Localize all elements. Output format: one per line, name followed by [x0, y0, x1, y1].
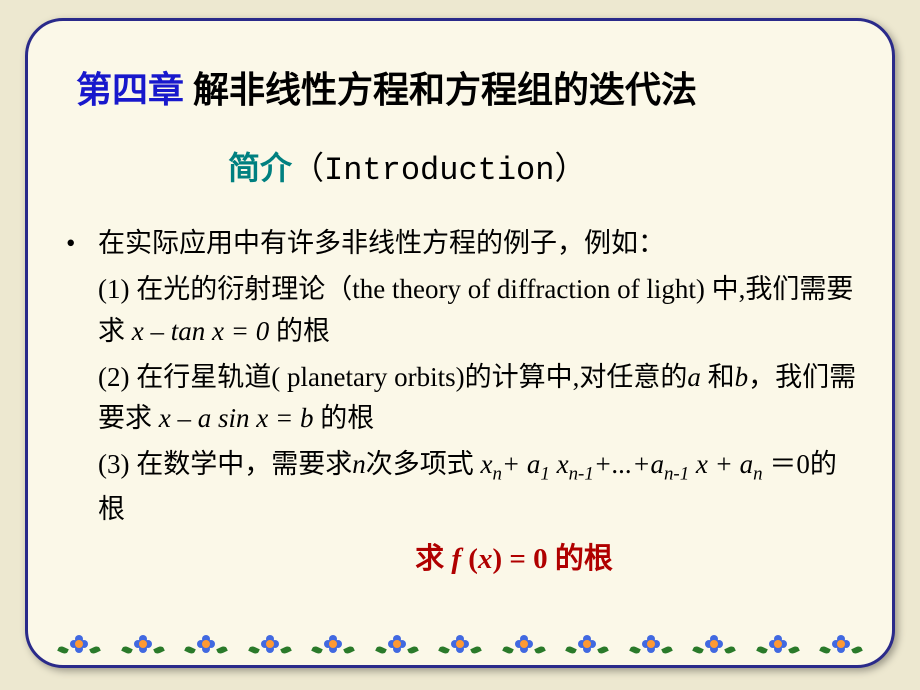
- leaf-icon: [216, 645, 228, 655]
- leaf-icon: [248, 645, 260, 655]
- leaf-icon: [629, 645, 641, 655]
- leaf-icon: [756, 645, 768, 655]
- flower-icon: [261, 635, 279, 653]
- flower-border: [58, 625, 862, 653]
- subtitle: 简介（Introduction）: [148, 143, 862, 189]
- leaf-icon: [470, 645, 482, 655]
- leaf-icon: [311, 645, 323, 655]
- page-title: 第四章 解非线性方程和方程组的迭代法: [58, 61, 862, 113]
- leaf-icon: [788, 645, 800, 655]
- bullet-marker: •: [66, 223, 98, 265]
- item-mid: 次多项式: [366, 449, 481, 479]
- list-item: (3) 在数学中，需要求n次多项式 xn+ a1 xn-1+...+an-1 x…: [66, 444, 862, 531]
- math-var: n: [352, 449, 366, 479]
- flower-unit: [376, 635, 418, 653]
- flower-unit: [122, 635, 164, 653]
- leaf-icon: [819, 645, 831, 655]
- flower-icon: [388, 635, 406, 653]
- leaf-icon: [724, 645, 736, 655]
- flower-unit: [439, 635, 481, 653]
- list-item: (1) 在光的衍射理论（the theory of diffraction of…: [66, 269, 862, 353]
- leaf-icon: [57, 645, 69, 655]
- flower-unit: [312, 635, 354, 653]
- flower-unit: [185, 635, 227, 653]
- item-num: (2): [98, 362, 129, 392]
- highlight-post: 的根: [548, 543, 613, 575]
- item-text: 在数学中，需要求: [129, 449, 352, 479]
- leaf-icon: [438, 645, 450, 655]
- highlight-fx: f: [451, 543, 468, 575]
- bullet-lead: 在实际应用中有许多非线性方程的例子，例如：: [98, 223, 862, 265]
- flower-icon: [705, 635, 723, 653]
- leaf-icon: [375, 645, 387, 655]
- flower-icon: [451, 635, 469, 653]
- math-poly: xn+ a1 xn-1+...+an-1 x + an: [480, 449, 769, 479]
- leaf-icon: [280, 645, 292, 655]
- flower-icon: [642, 635, 660, 653]
- flower-icon: [578, 635, 596, 653]
- highlight-line: 求 f (x) = 0 的根: [66, 537, 862, 582]
- highlight-pre: 求: [415, 543, 451, 575]
- flower-unit: [757, 635, 799, 653]
- flower-unit: [630, 635, 672, 653]
- item-post: 的根: [313, 403, 374, 433]
- leaf-icon: [597, 645, 609, 655]
- leaf-icon: [407, 645, 419, 655]
- flower-unit: [58, 635, 100, 653]
- leaf-icon: [692, 645, 704, 655]
- chapter-number: 第四章: [76, 70, 184, 110]
- leaf-icon: [661, 645, 673, 655]
- leaf-icon: [343, 645, 355, 655]
- list-item: (2) 在行星轨道( planetary orbits)的计算中,对任意的a 和…: [66, 357, 862, 441]
- leaf-icon: [851, 645, 863, 655]
- item-mid: 和: [701, 362, 735, 392]
- flower-unit: [249, 635, 291, 653]
- item-num: (3): [98, 449, 129, 479]
- title-rest: 解非线性方程和方程组的迭代法: [184, 70, 697, 110]
- flower-unit: [503, 635, 545, 653]
- flower-icon: [134, 635, 152, 653]
- leaf-icon: [502, 645, 514, 655]
- bullet-row: • 在实际应用中有许多非线性方程的例子，例如：: [66, 223, 862, 265]
- flower-icon: [515, 635, 533, 653]
- leaf-icon: [565, 645, 577, 655]
- flower-unit: [566, 635, 608, 653]
- content-body: • 在实际应用中有许多非线性方程的例子，例如： (1) 在光的衍射理论（the …: [58, 223, 862, 582]
- item-num: (1): [98, 274, 129, 304]
- subtitle-paren: （Introduction）: [292, 152, 586, 189]
- leaf-icon: [534, 645, 546, 655]
- subtitle-cn: 简介: [228, 150, 292, 186]
- flower-icon: [832, 635, 850, 653]
- flower-icon: [769, 635, 787, 653]
- flower-icon: [197, 635, 215, 653]
- flower-icon: [70, 635, 88, 653]
- leaf-icon: [121, 645, 133, 655]
- math-expr: x – a sin x = b: [159, 403, 314, 433]
- flower-unit: [820, 635, 862, 653]
- leaf-icon: [89, 645, 101, 655]
- leaf-icon: [153, 645, 165, 655]
- flower-unit: [693, 635, 735, 653]
- slide-frame: 第四章 解非线性方程和方程组的迭代法 简介（Introduction） • 在实…: [25, 18, 895, 668]
- flower-icon: [324, 635, 342, 653]
- math-var: b: [735, 362, 749, 392]
- math-var: a: [687, 362, 701, 392]
- math-expr: x – tan x = 0: [132, 316, 269, 346]
- item-text: 在行星轨道( planetary orbits)的计算中,对任意的: [129, 362, 687, 392]
- item-post: 的根: [269, 316, 330, 346]
- leaf-icon: [184, 645, 196, 655]
